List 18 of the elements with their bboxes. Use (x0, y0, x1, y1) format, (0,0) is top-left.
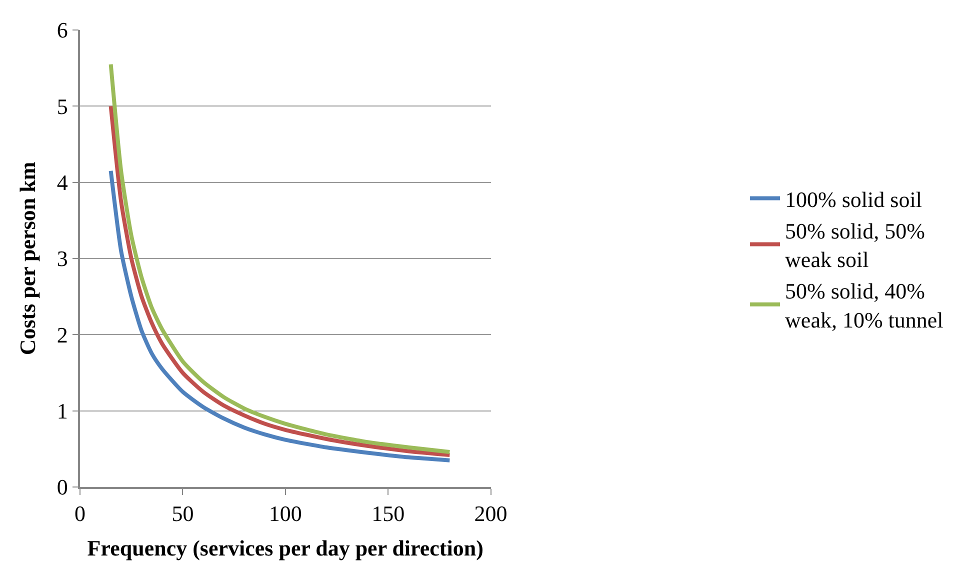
x-tick-label: 0 (74, 501, 86, 526)
legend-label: 50% solid, 40% weak, 10% tunnel (785, 278, 944, 332)
x-tick-label: 100 (268, 501, 302, 526)
y-axis-title: Costs per person km (15, 162, 40, 356)
x-axis-title: Frequency (services per day per direction) (87, 536, 484, 561)
x-tick-label: 200 (474, 501, 508, 526)
y-tick-label: 3 (56, 246, 68, 272)
x-tick-label: 50 (172, 501, 194, 526)
x-tick-label: 150 (372, 501, 405, 526)
y-tick-label: 2 (56, 322, 68, 348)
legend-label: 100% solid soil (785, 186, 922, 212)
y-tick-label: 5 (56, 94, 68, 119)
y-tick-label: 6 (56, 18, 68, 43)
line-series (108, 168, 452, 462)
y-tick-label: 4 (56, 170, 68, 196)
y-tick-label: 0 (56, 474, 68, 500)
legend-label: 50% solid, 50% weak soil (785, 218, 925, 272)
y-tick-label: 1 (56, 398, 68, 424)
